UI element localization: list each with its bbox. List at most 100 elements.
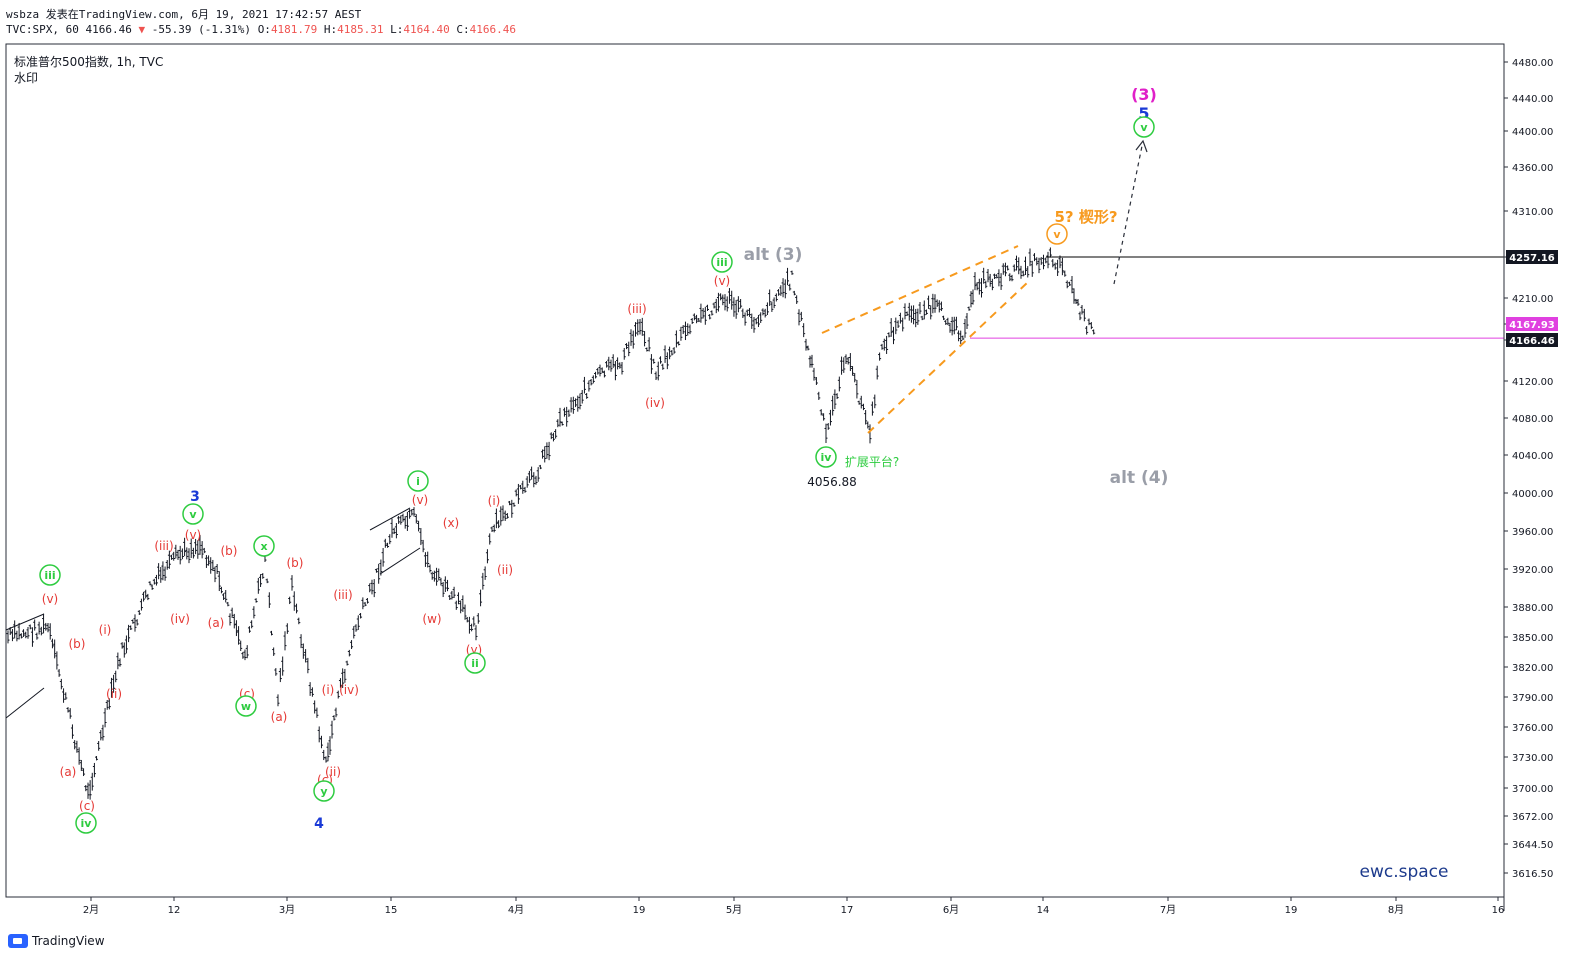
wedge-upper-line [821,245,1019,334]
wave-label: (i) [488,494,501,508]
wave-label-circled: ii [471,657,479,670]
price-tag-bg [1506,317,1558,331]
wave-circle [313,780,335,802]
down-arrow-icon: ▼ [138,23,146,36]
wave-circle [464,652,486,674]
channel-line [369,507,411,531]
wave-label: (i) [322,683,335,697]
wave-label: (ii) [106,687,122,701]
wave-label: (iv) [170,612,190,626]
price-tick-label: 3644.50 [1512,840,1553,851]
high-label: H: [323,23,338,36]
wave-circle [39,564,61,586]
time-tick-label: 2月 [83,904,99,916]
wave-label: (b) [69,637,86,651]
wave-label: (b) [287,556,304,570]
price-tick-label: 3616.50 [1512,869,1553,880]
price-tick-label: 3960.00 [1512,527,1553,538]
symbol-label: TVC:SPX, 60 [6,23,79,36]
time-tick-label: 19 [1285,905,1298,916]
projection-arrow-icon [1135,139,1148,153]
price-tag-bg [1506,250,1558,264]
wave-label-circled: i [416,475,420,488]
watermark-label[interactable]: 水印 [14,71,39,85]
wave-label-circled: v [1140,121,1148,134]
time-tick-label: 4月 [508,904,524,916]
wave-label: 扩展平台? [845,454,899,469]
price-tag-label: 4166.46 [1509,336,1555,347]
price-tick-label: 4120.00 [1512,377,1553,388]
wave-label-circled: iv [81,817,93,830]
wave-label-circled: w [241,700,251,713]
price-tick-label: 3730.00 [1512,753,1553,764]
tradingview-footer[interactable]: TradingView [8,934,105,948]
wave-circle [1133,116,1155,138]
wave-label: alt (3) [744,245,803,265]
projection-line [1113,145,1143,285]
wave-label: 3 [190,489,200,505]
last-price: 4166.46 [85,23,132,36]
wave-label-circled: x [260,540,267,553]
price-tick-label: 3820.00 [1512,663,1553,674]
price-tick-label: 3790.00 [1512,693,1553,704]
price-tick-label: 3880.00 [1512,603,1553,614]
time-tick-label: 6月 [943,904,959,916]
channel-line [5,687,45,719]
price-tick-label: 3672.00 [1512,812,1553,823]
time-tick-label: 14 [1037,905,1050,916]
wave-label: (3) [1131,85,1157,104]
price-tag-label: 4167.93 [1509,320,1555,331]
chart-legend[interactable]: 标准普尔500指数, 1h, TVC 水印 [14,54,163,86]
watermark-text: ewc.space [1360,862,1449,882]
price-tick-label: 4360.00 [1512,163,1553,174]
open-value: 4181.79 [270,23,318,36]
wave-label-circled: iii [44,569,55,582]
wave-label: (ii) [497,563,513,577]
wave-label: (v) [412,493,428,507]
price-tick-label: 3850.00 [1512,633,1553,644]
wave-circle [182,503,204,525]
time-tick-label: 17 [841,905,854,916]
price-tick-label: 3920.00 [1512,565,1553,576]
wave-label: alt (4) [1110,468,1169,488]
wave-label: 4 [314,816,324,832]
change-value: -55.39 (-1.31%) [151,23,252,36]
series-title[interactable]: 标准普尔500指数, 1h, TVC [14,55,164,69]
wave-label-circled: y [320,785,327,798]
wave-circle [253,535,275,557]
wave-label: (b) [221,544,238,558]
time-tick-label: 19 [633,905,646,916]
wave-label: (iii) [627,302,646,316]
wave-label-circled: v [189,508,197,521]
channel-line [5,613,45,631]
wave-label: 5 [1138,104,1149,123]
price-tick-label: 4000.00 [1512,489,1553,500]
low-value: 4164.40 [403,23,450,36]
ohlc-bar: TVC:SPX, 60 4166.46 ▼ -55.39 (-1.31%) O:… [6,23,516,36]
footer-brand: TradingView [32,934,105,948]
wave-label-circled: iv [821,451,833,464]
wave-label: (c) [79,799,95,813]
wave-circle [1046,223,1068,245]
wave-label: 5? 楔形? [1054,208,1117,226]
wave-circle [75,812,97,834]
time-tick-label: 3月 [279,904,295,916]
time-axis: 2月 12 3月 15 4月 19 5月 17 6月 14 7月 19 8月 16 [6,896,1504,916]
wave-label: (iii) [154,539,173,553]
wave-circle [235,695,257,717]
tradingview-logo-icon [8,934,28,948]
plot-area [5,43,1505,898]
wave-label: 4056.88 [807,475,857,489]
close-label: C: [456,23,470,36]
wave-label: (a) [271,710,288,724]
wave-label: (x) [443,516,459,530]
publish-info: wsbza 发表在TradingView.com, 6月 19, 2021 17… [6,8,362,21]
wave-label: (ii) [325,765,341,779]
wave-label-circled: iii [716,256,727,269]
price-tick-label: 4210.00 [1512,294,1553,305]
time-tick-label: 8月 [1388,904,1404,916]
wave-circle [711,251,733,273]
wave-label: (w) [422,612,441,626]
price-tick-label: 4440.00 [1512,94,1553,105]
